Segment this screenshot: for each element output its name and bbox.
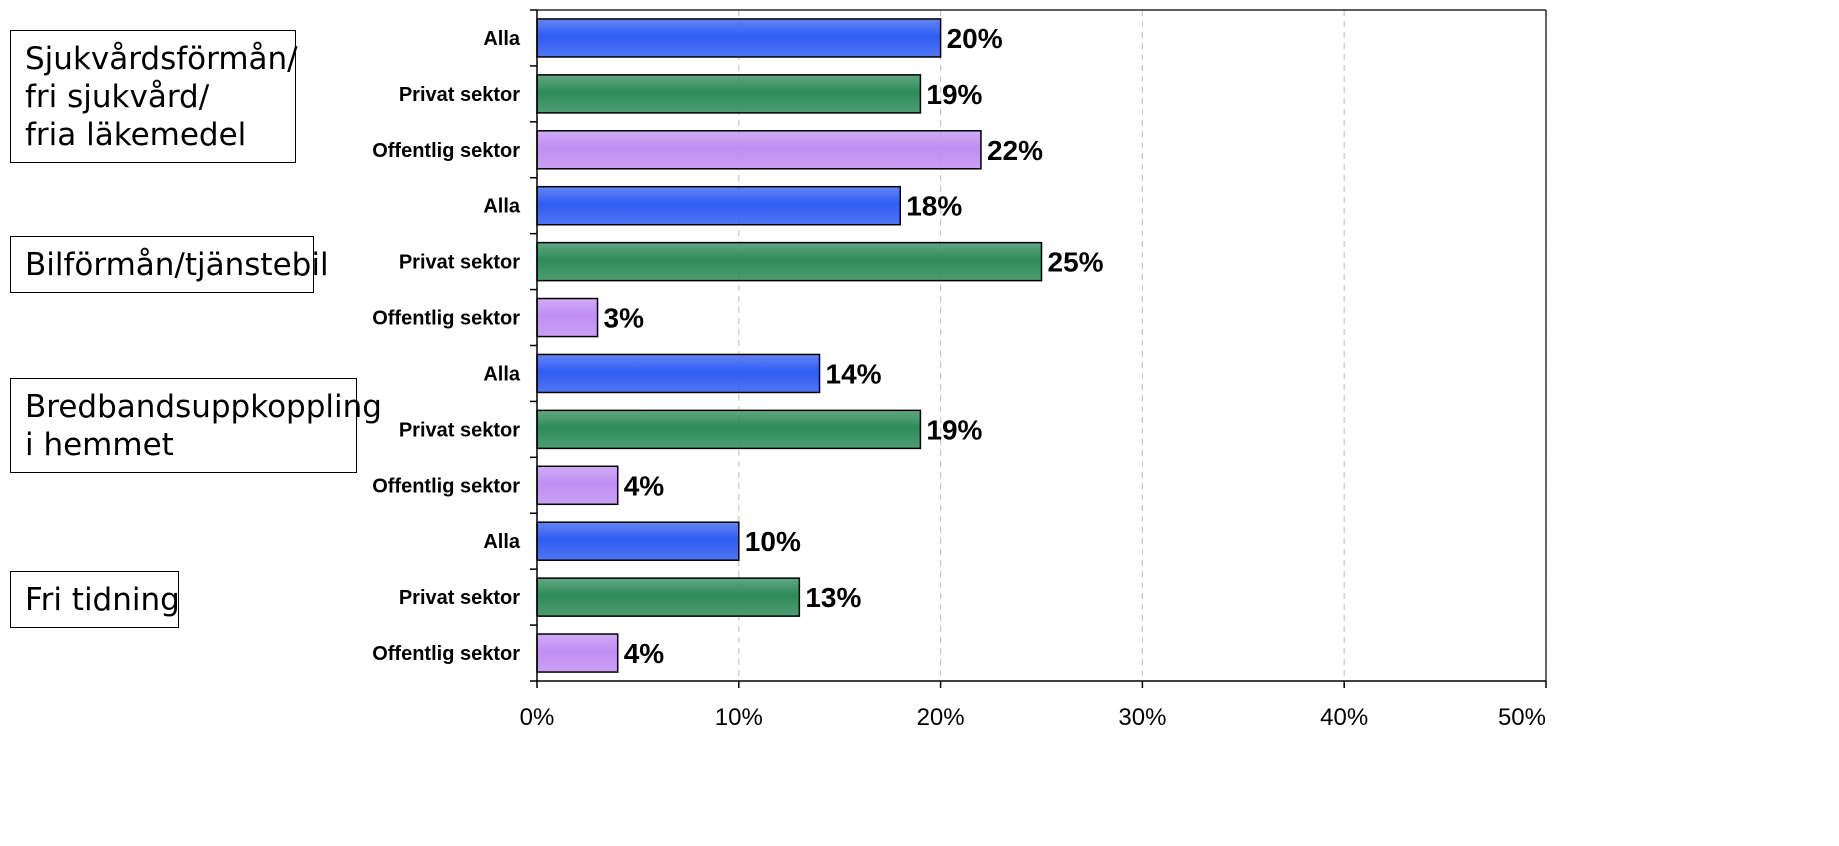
bar (536, 241, 1043, 282)
data-label: 14% (826, 358, 882, 389)
x-tick-label: 10% (715, 704, 763, 731)
bar (536, 185, 901, 226)
group-label-line: fria läkemedel (25, 116, 247, 153)
group-label-line: fri sjukvård/ (25, 78, 210, 115)
data-label: 19% (926, 79, 982, 110)
group-label-box: Sjukvårdsförmån/fri sjukvård/fria läkeme… (10, 30, 298, 163)
bar (536, 577, 801, 617)
bar (536, 130, 982, 170)
group-label-box: Bredbandsuppkoppling i hemmet (10, 378, 382, 473)
category-label: Offentlig sektor (372, 475, 520, 497)
category-label: Offentlig sektor (372, 308, 520, 330)
category-label: Privat sektor (399, 84, 520, 106)
group-label-line: Bilförmån/tjänstebil (25, 246, 329, 283)
data-label: 13% (805, 582, 861, 613)
axes: 0% 10% 20% 30% 40% 50% (520, 9, 1547, 731)
category-label: Alla (483, 363, 521, 385)
category-label: Privat sektor (399, 419, 520, 441)
bars (536, 18, 1043, 673)
bar (536, 74, 922, 114)
data-label: 22% (987, 135, 1043, 166)
category-label: Alla (483, 196, 521, 218)
category-label: Privat sektor (399, 587, 520, 609)
data-label: 3% (604, 303, 645, 334)
data-label: 19% (926, 414, 982, 445)
bar (536, 297, 599, 338)
data-label: 10% (745, 526, 801, 557)
group-label-line: i hemmet (25, 426, 174, 463)
group-label-line: Fri tidning (25, 581, 180, 618)
labels: Alla 20% Privat sektor 19% Offentlig sektor 2… (372, 23, 1103, 669)
x-tick-label: 50% (1498, 704, 1546, 731)
data-label: 4% (624, 638, 665, 669)
group-label-line: Bredbandsuppkoppling (25, 388, 382, 425)
data-label: 25% (1048, 247, 1104, 278)
category-label: Offentlig sektor (372, 643, 520, 665)
x-tick-label: 30% (1118, 704, 1166, 731)
category-label: Alla (483, 531, 521, 553)
bar (536, 18, 942, 58)
category-label: Offentlig sektor (372, 140, 520, 162)
group-label-box: Fri tidning (10, 571, 180, 628)
data-label: 4% (624, 470, 665, 501)
data-label: 18% (906, 191, 962, 222)
grid-lines (537, 9, 1547, 681)
x-tick-label: 40% (1320, 704, 1368, 731)
category-label: Privat sektor (399, 252, 520, 274)
bar (536, 353, 821, 394)
group-label-box: Bilförmån/tjänstebil (10, 236, 329, 293)
x-tick-label: 20% (917, 704, 965, 731)
bar (536, 521, 740, 561)
category-label: Alla (483, 28, 521, 50)
x-tick-label: 0% (520, 704, 555, 731)
group-label-line: Sjukvårdsförmån/ (25, 40, 298, 77)
data-label: 20% (947, 23, 1003, 54)
bar (536, 465, 619, 506)
bar (536, 633, 619, 673)
bar (536, 409, 922, 450)
